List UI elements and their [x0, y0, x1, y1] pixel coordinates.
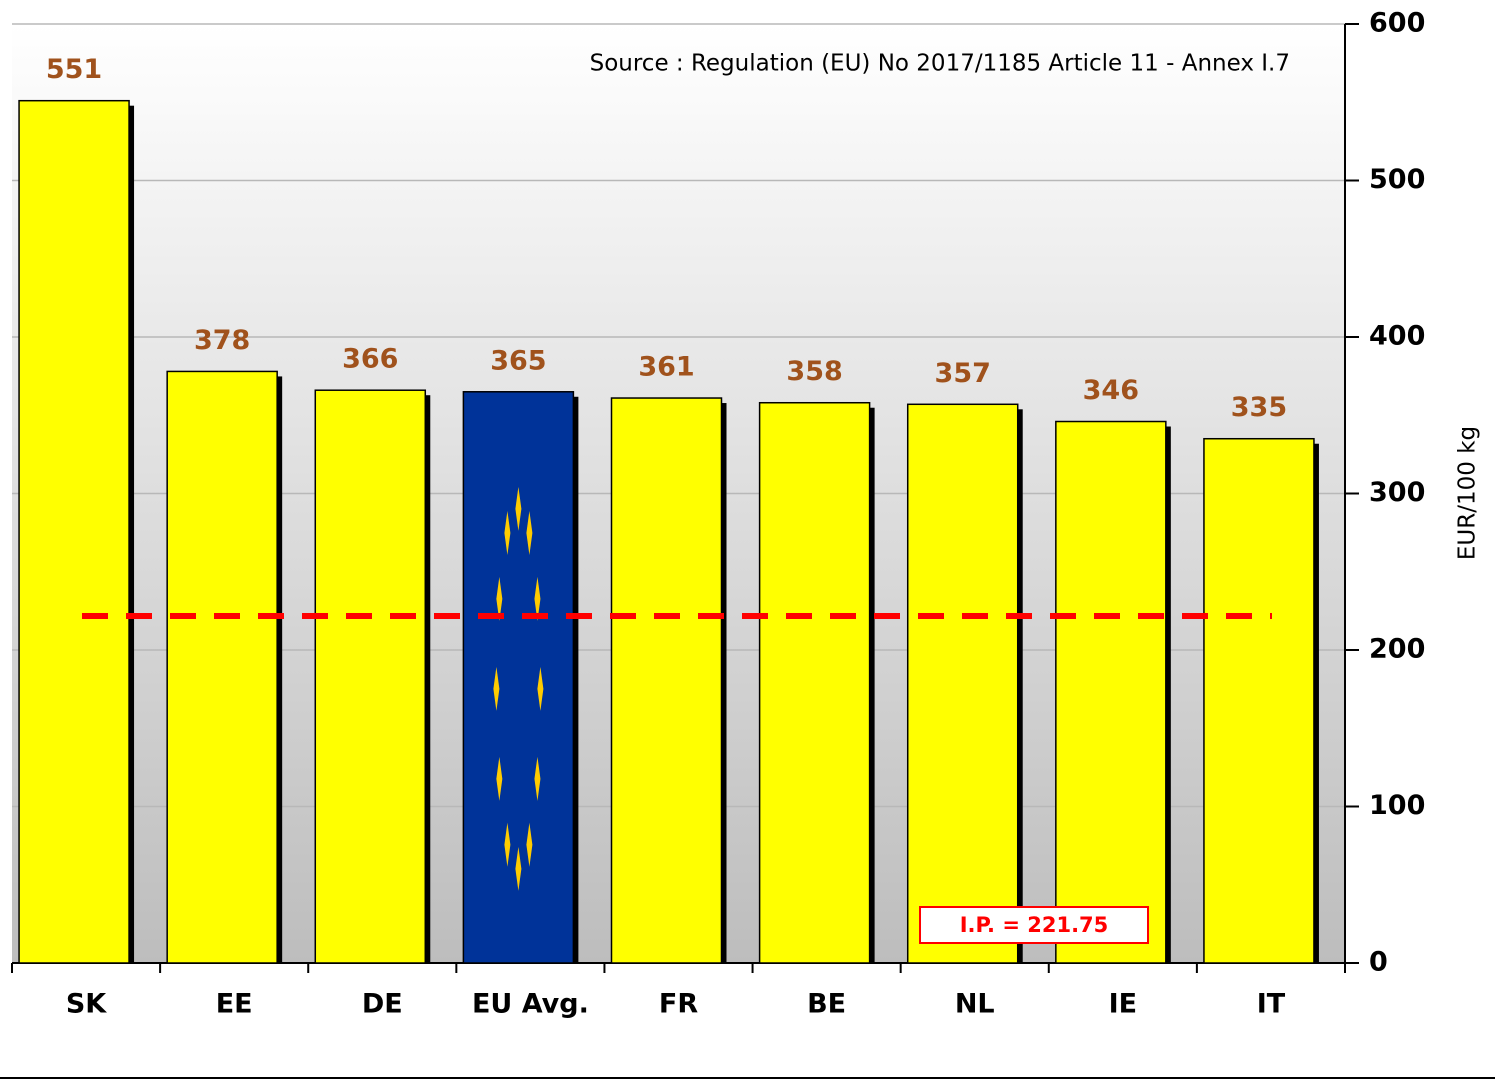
- y-tick-label: 300: [1369, 477, 1425, 508]
- x-tick-label: DE: [362, 989, 403, 1020]
- value-label: 378: [194, 325, 250, 356]
- y-axis-label: EUR/100 kg: [1455, 426, 1481, 560]
- bar: [166, 370, 278, 964]
- value-label: 357: [935, 358, 991, 389]
- y-tick-label: 500: [1369, 164, 1425, 195]
- eu-star: [515, 486, 522, 531]
- value-label: 346: [1083, 375, 1139, 406]
- x-tick-label: EU Avg.: [472, 989, 589, 1020]
- y-tick-label: 100: [1369, 790, 1425, 821]
- eu-star: [504, 822, 511, 867]
- y-tick-label: 600: [1369, 8, 1425, 39]
- eu-star: [537, 666, 544, 711]
- reference-label-box: [919, 906, 1149, 944]
- x-tick-label: FR: [659, 989, 698, 1020]
- x-tick-label: NL: [955, 989, 995, 1020]
- bar: [18, 99, 130, 964]
- bar: [906, 403, 1019, 964]
- bar: [314, 389, 427, 964]
- x-tick-label: BE: [807, 989, 846, 1020]
- bar: [758, 401, 871, 964]
- y-tick-label: 0: [1369, 947, 1388, 978]
- eu-star: [515, 846, 522, 891]
- eu-star: [496, 756, 503, 801]
- bar: [1203, 437, 1315, 964]
- value-label: 358: [786, 356, 842, 387]
- x-tick-label: EE: [216, 989, 253, 1020]
- source-note: Source : Regulation (EU) No 2017/1185 Ar…: [590, 51, 1290, 77]
- value-label: 365: [490, 345, 546, 376]
- bar: [1055, 420, 1167, 964]
- x-tick-label: SK: [66, 989, 107, 1020]
- y-tick-label: 400: [1369, 321, 1425, 352]
- y-tick-label: 200: [1369, 634, 1425, 665]
- eu-star: [493, 666, 500, 711]
- value-label: 366: [342, 344, 398, 375]
- x-tick-label: IT: [1257, 989, 1286, 1020]
- eu-star: [534, 576, 541, 621]
- reference-label: I.P. = 221.75: [960, 913, 1109, 937]
- value-label: 551: [46, 54, 102, 85]
- value-label: 361: [638, 352, 694, 383]
- value-label: 335: [1231, 392, 1287, 423]
- eu-star: [526, 822, 533, 867]
- x-tick-label: IE: [1109, 989, 1138, 1020]
- bar: [610, 397, 723, 964]
- eu-star: [504, 510, 511, 555]
- eu-star: [496, 576, 503, 621]
- eu-star: [526, 510, 533, 555]
- eu-star: [534, 756, 541, 801]
